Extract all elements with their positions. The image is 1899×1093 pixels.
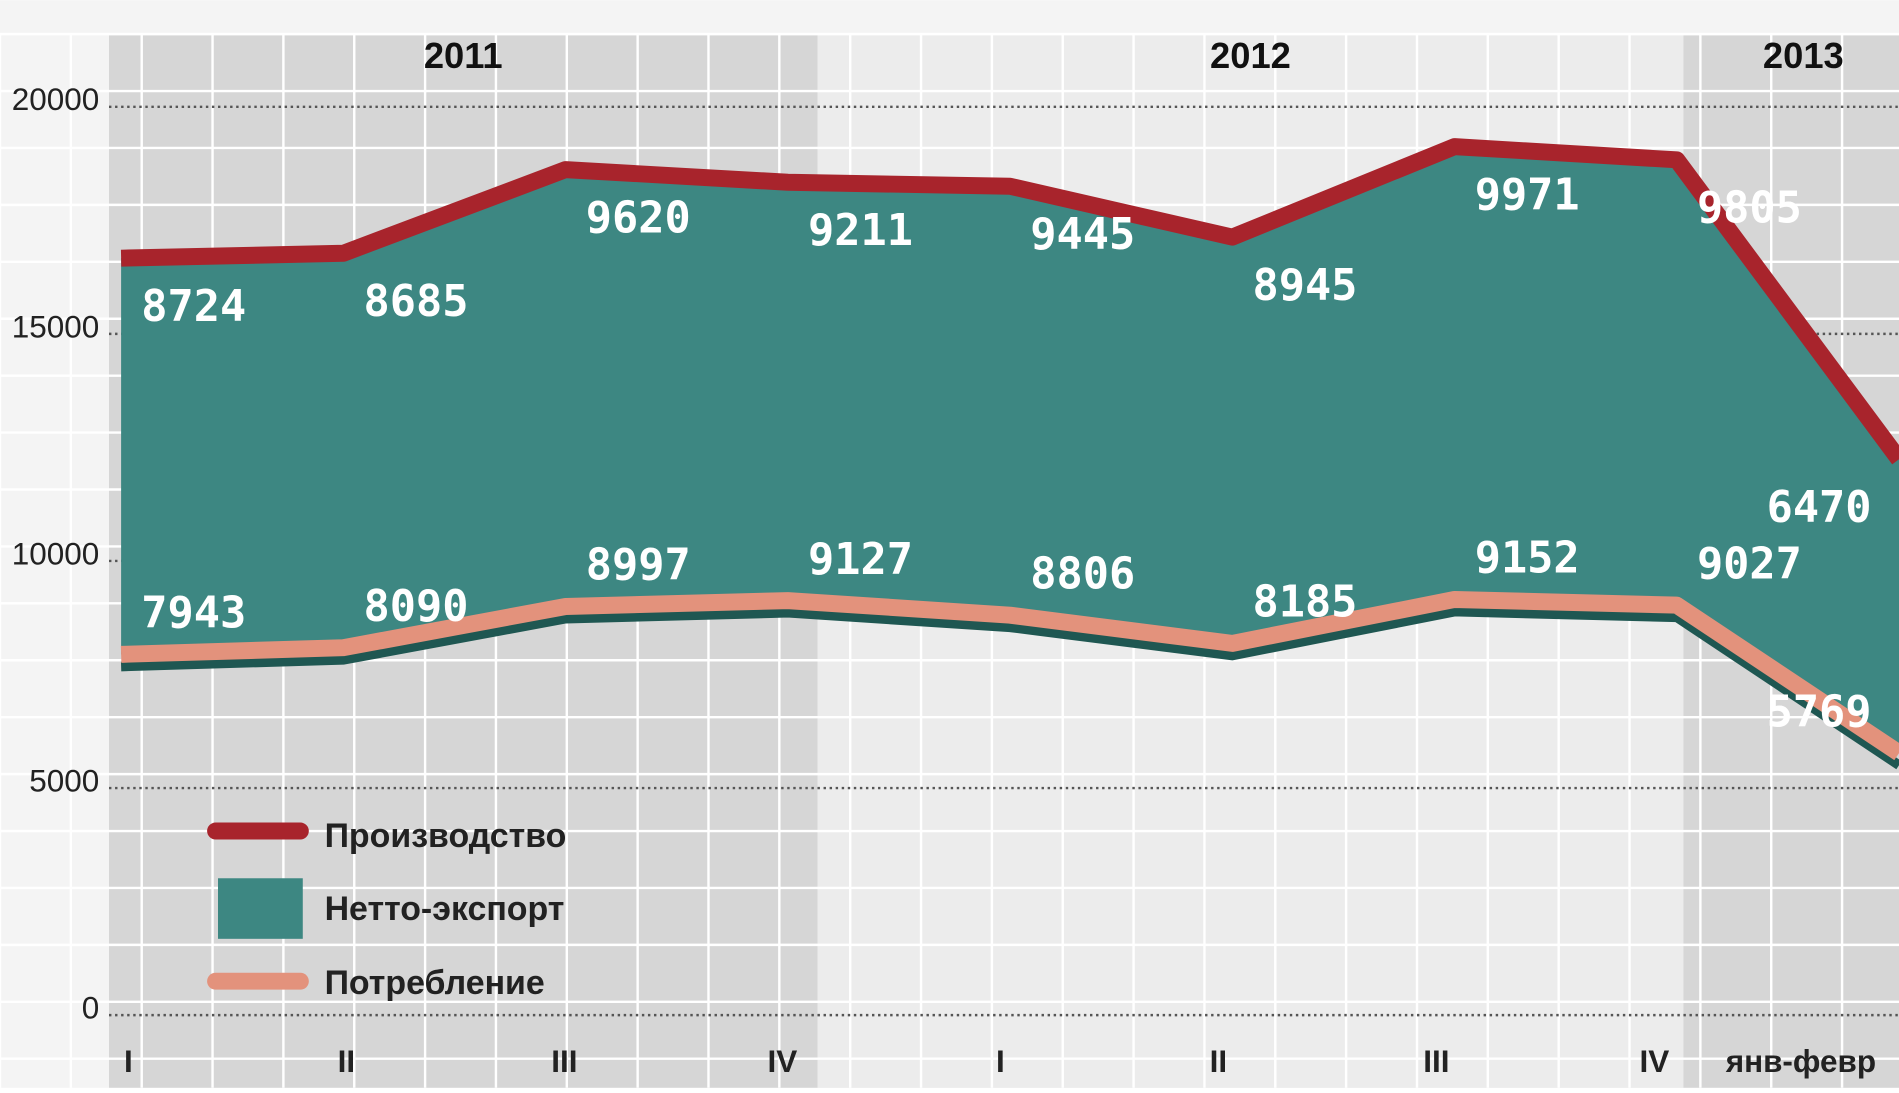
y-tick-label: 0: [82, 991, 100, 1026]
legend-label: Потребление: [325, 964, 545, 1002]
value-label: 8997: [586, 541, 691, 591]
y-tick-label: 5000: [29, 764, 99, 799]
production-line: [120, 138, 1899, 465]
legend-label: Производство: [325, 817, 567, 855]
legend-swatch: [217, 878, 303, 939]
x-tick-label: I: [996, 1044, 1005, 1079]
x-tick-label: III: [1423, 1044, 1449, 1079]
value-label: 9152: [1475, 534, 1580, 584]
value-label: 8185: [1252, 578, 1357, 628]
year-label: 2011: [424, 35, 503, 76]
consumption-shadow: [120, 606, 1899, 770]
value-label: 8685: [364, 277, 469, 327]
x-tick-label: I: [124, 1044, 133, 1079]
value-label: 9027: [1697, 539, 1802, 589]
consumption-line: [120, 590, 1899, 761]
value-label: 5769: [1767, 687, 1872, 737]
year-label: 2012: [1210, 35, 1291, 76]
y-tick-label: 15000: [12, 309, 100, 344]
x-tick-label: IV: [768, 1044, 798, 1079]
value-label: 8806: [1030, 549, 1135, 599]
value-label: 9445: [1030, 210, 1135, 260]
value-label: 9127: [808, 535, 913, 585]
value-label: 8724: [141, 282, 246, 332]
value-label: 6470: [1767, 483, 1872, 533]
x-tick-label: III: [551, 1044, 577, 1079]
x-tick-label: IV: [1639, 1044, 1669, 1079]
y-tick-label: 10000: [12, 536, 100, 571]
value-label: 9805: [1697, 184, 1802, 234]
x-tick-label: II: [1210, 1044, 1228, 1079]
value-label: 9211: [808, 206, 913, 256]
y-tick-label: 20000: [12, 82, 100, 117]
x-tick-label: янв-февр: [1725, 1044, 1876, 1079]
legend-label: Нетто-экспорт: [325, 890, 565, 928]
value-label: 9620: [586, 193, 691, 243]
value-label: 8090: [364, 582, 469, 632]
x-tick-label: II: [338, 1044, 356, 1079]
value-label: 7943: [141, 589, 246, 639]
value-label: 8945: [1252, 261, 1357, 311]
value-label: 9971: [1475, 170, 1580, 220]
year-label: 2013: [1763, 35, 1844, 76]
